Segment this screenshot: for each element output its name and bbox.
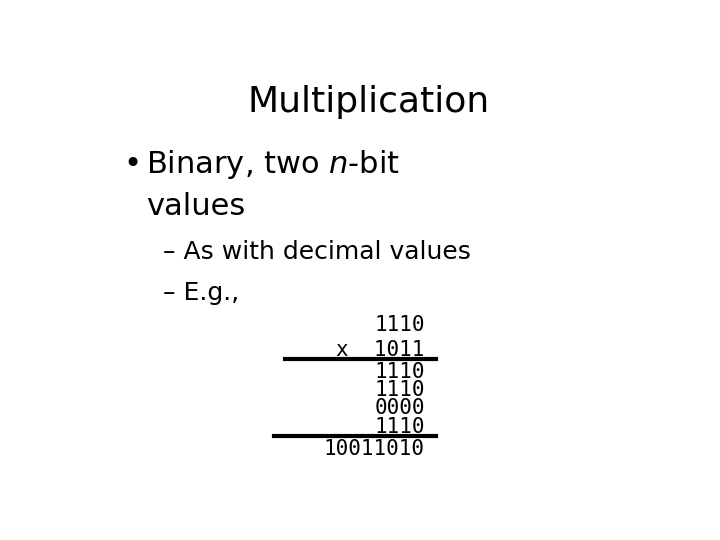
Text: Multiplication: Multiplication — [248, 85, 490, 119]
Text: Binary, two $n$-bit: Binary, two $n$-bit — [145, 148, 400, 181]
Text: 1110: 1110 — [374, 416, 425, 436]
Text: 1110: 1110 — [374, 362, 425, 382]
Text: – As with decimal values: – As with decimal values — [163, 240, 470, 264]
Text: x  1011: x 1011 — [336, 340, 425, 360]
Text: 10011010: 10011010 — [324, 438, 425, 458]
Text: values: values — [145, 192, 245, 221]
Text: 1110: 1110 — [374, 380, 425, 400]
Text: – E.g.,: – E.g., — [163, 281, 239, 306]
Text: 1110: 1110 — [374, 315, 425, 335]
Text: 0000: 0000 — [374, 399, 425, 418]
Text: •: • — [124, 150, 142, 179]
